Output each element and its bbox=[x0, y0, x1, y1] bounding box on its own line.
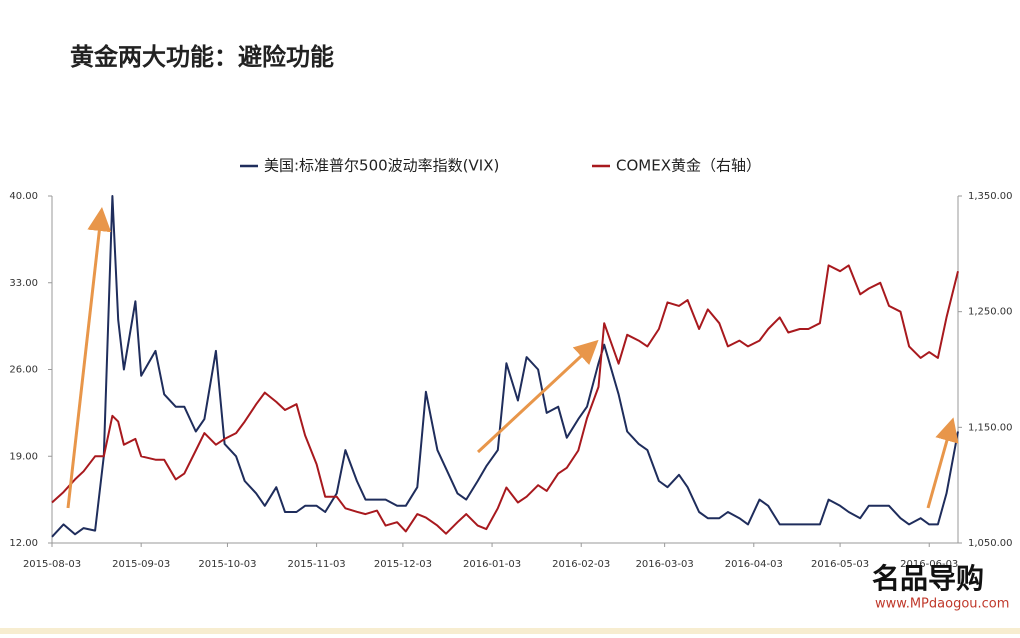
legend: 美国:标准普尔500波动率指数(VIX) COMEX黄金（右轴） bbox=[240, 157, 761, 175]
y2-tick-label: 1,250.00 bbox=[968, 307, 1013, 318]
y2-tick-label: 1,150.00 bbox=[968, 422, 1013, 433]
plot: 12.00 19.00 26.00 33.00 40.00 1,050.00 1,150.0… bbox=[9, 191, 1012, 570]
x-tick-label: 2015-09-03 bbox=[112, 559, 170, 570]
x-tick-label: 2016-05-03 bbox=[811, 559, 869, 570]
x-tick-label: 2016-03-03 bbox=[636, 559, 694, 570]
watermark-logo: 名品导购 bbox=[872, 562, 984, 595]
y-tick-label: 33.00 bbox=[9, 278, 38, 289]
x-tick-label: 2015-11-03 bbox=[288, 559, 346, 570]
arrow bbox=[476, 339, 599, 454]
y2-tick-label: 1,050.00 bbox=[968, 538, 1013, 549]
arrow bbox=[926, 417, 959, 509]
series-line bbox=[51, 195, 959, 538]
x-tick-label: 2016-04-03 bbox=[725, 559, 783, 570]
x-tick-label: 2016-06-03 bbox=[900, 559, 958, 570]
annotation-arrows bbox=[66, 207, 959, 509]
x-tick-label: 2015-10-03 bbox=[198, 559, 256, 570]
y-tick-label: 19.00 bbox=[9, 451, 38, 462]
y-tick-label: 26.00 bbox=[9, 365, 38, 376]
y-tick-label: 40.00 bbox=[9, 191, 38, 202]
x-tick-label: 2016-01-03 bbox=[463, 559, 521, 570]
arrow bbox=[66, 207, 112, 509]
x-tick-label: 2015-12-03 bbox=[374, 559, 432, 570]
y-tick-label: 12.00 bbox=[9, 538, 38, 549]
x-tick-label: 2015-08-03 bbox=[23, 559, 81, 570]
x-tick-label: 2016-02-03 bbox=[552, 559, 610, 570]
legend-label: COMEX黄金（右轴） bbox=[616, 157, 761, 175]
series-line bbox=[51, 264, 959, 535]
legend-label: 美国:标准普尔500波动率指数(VIX) bbox=[264, 157, 499, 175]
y2-tick-label: 1,350.00 bbox=[968, 191, 1013, 202]
watermark: www.MPdaogou.com bbox=[875, 597, 1009, 612]
bottom-strip bbox=[0, 628, 1020, 634]
page-title: 黄金两大功能：避险功能 bbox=[70, 43, 334, 71]
